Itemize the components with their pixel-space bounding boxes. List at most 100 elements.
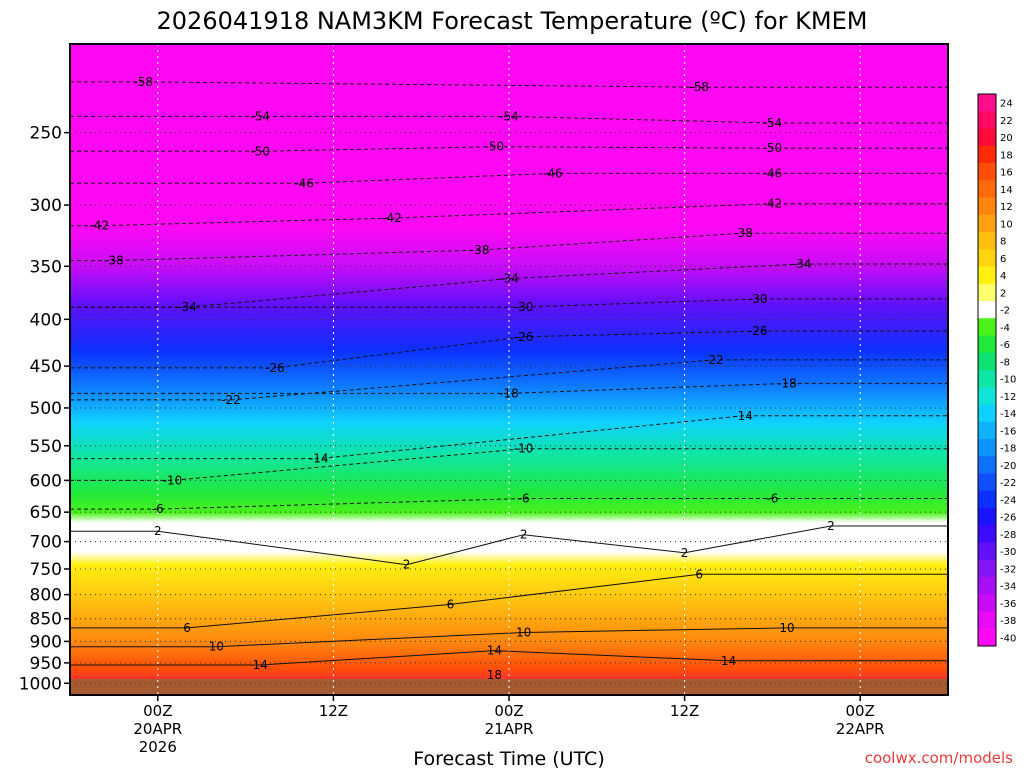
colorbar-label: 8 xyxy=(1000,237,1006,248)
contour-label: -58 xyxy=(689,80,709,94)
colorbar-swatch xyxy=(978,283,996,302)
contour-label: -14 xyxy=(733,409,753,423)
contour-label: -34 xyxy=(177,300,197,314)
contour-label: -34 xyxy=(499,272,519,286)
isotherm-line xyxy=(70,627,948,648)
contour-label: -42 xyxy=(763,197,783,211)
y-axis: 2503003504004505005506006507007508008509… xyxy=(19,124,70,694)
x-tick-label: 12Z xyxy=(670,702,699,720)
isotherm-line xyxy=(70,448,948,481)
y-tick-label: 900 xyxy=(30,632,62,652)
colorbar-label: -10 xyxy=(1000,375,1016,386)
contour-label: -10 xyxy=(514,442,534,456)
colorbar-swatch xyxy=(978,628,996,647)
isotherm-line xyxy=(70,382,948,394)
contour-label: -22 xyxy=(221,393,241,407)
y-tick-label: 1000 xyxy=(19,674,62,694)
colorbar-swatch xyxy=(978,490,996,509)
y-tick-label: 550 xyxy=(30,437,62,457)
colorbar-label: 2 xyxy=(1000,288,1006,299)
y-tick-label: 600 xyxy=(30,471,62,491)
colorbar: 24 22 20 18 16 14 12 10 8 6 4 2 -2 -4 -6 -8 -10 -12 -14 -16… xyxy=(977,93,1016,647)
colorbar-label: -34 xyxy=(1000,582,1016,593)
contour-label: -38 xyxy=(470,243,490,257)
contour-label: -22 xyxy=(704,353,724,367)
isotherm-line xyxy=(70,498,948,510)
colorbar-swatch xyxy=(978,352,996,371)
colorbar-label: 14 xyxy=(1000,185,1013,196)
y-tick-label: 250 xyxy=(30,124,62,144)
contour-label: -46 xyxy=(294,176,314,190)
colorbar-label: -8 xyxy=(1000,357,1010,368)
isotherm-line xyxy=(70,330,948,369)
contour-label: 2 xyxy=(520,528,528,542)
colorbar-swatch xyxy=(978,301,996,319)
isotherm-line xyxy=(70,232,948,262)
colorbar-swatch xyxy=(978,232,996,250)
colorbar-swatch xyxy=(978,94,996,112)
colorbar-label: -28 xyxy=(1000,530,1016,541)
colorbar-swatch xyxy=(978,542,996,561)
colorbar-swatch xyxy=(978,577,996,595)
isotherm-line xyxy=(70,81,948,88)
contour-label: 10 xyxy=(516,625,531,639)
colorbar-swatch xyxy=(978,559,996,578)
contour-label: -46 xyxy=(543,166,563,180)
colorbar-swatch xyxy=(978,456,996,474)
y-tick-label: 850 xyxy=(30,610,62,630)
contour-label: -6 xyxy=(766,491,778,505)
colorbar-label: -18 xyxy=(1000,444,1016,455)
y-tick-label: 350 xyxy=(30,257,62,277)
contour-label: -6 xyxy=(518,491,530,505)
contour-label: 6 xyxy=(183,621,191,635)
colorbar-label: 16 xyxy=(1000,168,1013,179)
colorbar-label: -4 xyxy=(1000,323,1010,334)
contour-label: 14 xyxy=(253,658,268,672)
colorbar-swatch xyxy=(978,404,996,423)
colorbar-swatch xyxy=(978,335,996,354)
contour-label: -30 xyxy=(514,300,534,314)
plot-area: -58 -58 -54 -54 -54 -50 -50 -50 -46 -46 -46 -42 -42 -… xyxy=(70,44,948,695)
isotherm-line xyxy=(70,172,948,184)
isotherm-line xyxy=(70,650,948,666)
contour-label: 6 xyxy=(447,597,455,611)
colorbar-label: -38 xyxy=(1000,616,1016,627)
contour-labels: -58 -58 -54 -54 -54 -50 -50 -50 -46 -46 -46 -42 -42 -… xyxy=(89,75,834,682)
contour-label: 6 xyxy=(695,567,703,581)
chart-title: 2026041918 NAM3KM Forecast Temperature (… xyxy=(157,7,868,35)
contour-label: -26 xyxy=(265,361,285,375)
grid-lines xyxy=(70,44,948,695)
colorbar-label: -12 xyxy=(1000,392,1016,403)
y-tick-label: 650 xyxy=(30,503,62,523)
contour-label: 2 xyxy=(403,558,411,572)
colorbar-swatch xyxy=(978,525,996,543)
contour-lines xyxy=(70,81,948,666)
y-tick-label: 500 xyxy=(30,399,62,419)
colorbar-swatch xyxy=(978,473,996,492)
colorbar-label: -26 xyxy=(1000,513,1016,524)
x-tick-label: 21APR xyxy=(485,720,534,738)
contour-label: -14 xyxy=(309,452,329,466)
colorbar-swatch xyxy=(978,249,996,267)
contour-label: -50 xyxy=(763,141,783,155)
colorbar-swatch xyxy=(978,111,996,129)
contour-label: -38 xyxy=(104,254,124,268)
contour-label: -34 xyxy=(792,257,812,271)
colorbar-label: -40 xyxy=(1000,633,1016,644)
colorbar-swatch xyxy=(978,370,996,388)
y-tick-label: 800 xyxy=(30,586,62,606)
colorbar-label: 6 xyxy=(1000,254,1006,265)
colorbar-swatch xyxy=(978,611,996,630)
colorbar-label: 24 xyxy=(1000,99,1013,110)
contour-label: -58 xyxy=(133,75,153,89)
colorbar-swatch xyxy=(978,180,996,198)
y-tick-label: 450 xyxy=(30,357,62,377)
x-tick-label: 00Z xyxy=(494,702,523,720)
contour-label: 10 xyxy=(209,640,224,654)
colorbar-swatch xyxy=(978,421,996,440)
colorbar-label: -24 xyxy=(1000,495,1016,506)
contour-label: -6 xyxy=(152,502,164,516)
contour-label: 18 xyxy=(487,668,502,682)
contour-label: -54 xyxy=(250,109,270,123)
